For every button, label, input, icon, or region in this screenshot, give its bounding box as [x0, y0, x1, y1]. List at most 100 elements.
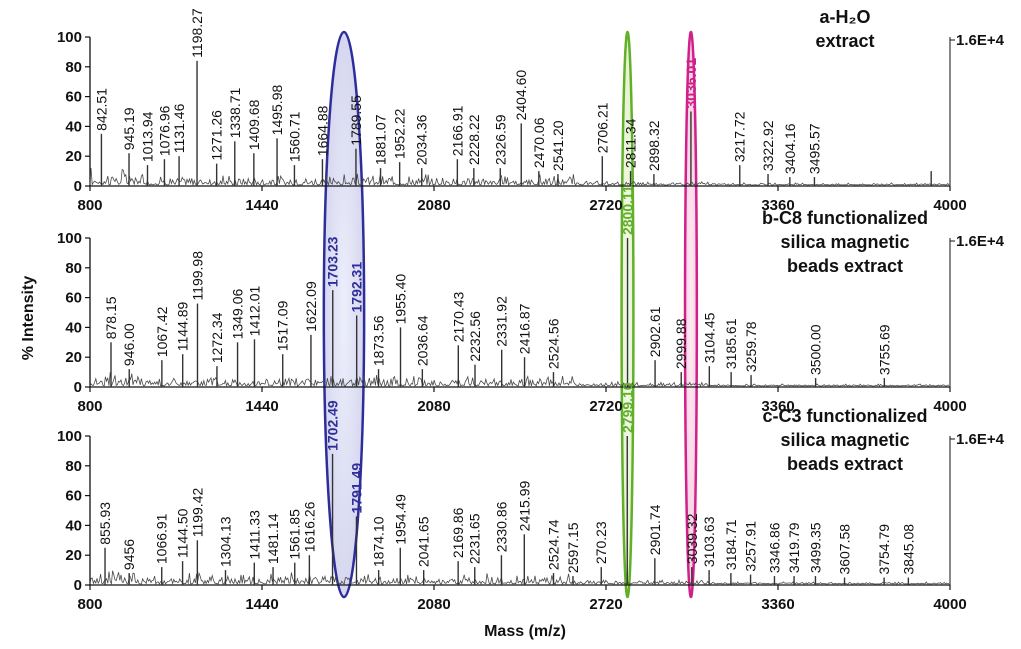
peak-label: 270.23	[593, 521, 609, 564]
peak-label: 1066.91	[154, 513, 170, 564]
peak-label: 2331.92	[494, 296, 510, 347]
peak-label: 2999.88	[673, 318, 689, 369]
max-intensity-label: 1.6E+4	[956, 431, 1005, 448]
y-tick-label: 40	[65, 118, 82, 135]
panel-title-line: beads extract	[787, 256, 903, 276]
peak-label: 1271.26	[209, 110, 225, 161]
peak-label: 1409.68	[246, 99, 262, 150]
peak-label: 1067.42	[154, 306, 170, 357]
y-tick-label: 100	[57, 230, 82, 247]
x-tick-label: 1440	[245, 197, 278, 214]
peak-label: 3184.71	[723, 519, 739, 570]
y-tick-label: 100	[57, 29, 82, 46]
y-tick-label: 20	[65, 547, 82, 564]
peak-label: 3499.35	[807, 522, 823, 573]
peak-label: 2901.74	[647, 504, 663, 555]
peak-label: 1013.94	[139, 111, 155, 162]
x-tick-label: 3360	[761, 596, 794, 613]
peak-label: 855.93	[97, 502, 113, 545]
peak-label: 1481.14	[265, 513, 281, 564]
highlight-ellipse-pink	[683, 30, 699, 599]
peak-label: 2415.99	[516, 481, 532, 532]
y-tick-label: 0	[74, 577, 82, 594]
peak-label: 2330.86	[493, 501, 509, 552]
peak-label: 3500.00	[808, 324, 824, 375]
y-tick-label: 20	[65, 148, 82, 165]
peak-label: 3322.92	[760, 120, 776, 171]
peak-label: 2169.86	[450, 507, 466, 558]
peak-label: 1561.85	[287, 509, 303, 560]
x-tick-label: 4000	[933, 596, 966, 613]
y-tick-label: 40	[65, 319, 82, 336]
x-tick-label: 2080	[417, 398, 450, 415]
x-tick-label: 2720	[589, 197, 622, 214]
peak-label: 3103.63	[701, 516, 717, 567]
peak-label: 3495.57	[806, 123, 822, 174]
x-tick-label: 4000	[933, 398, 966, 415]
peak-label: 1955.40	[393, 274, 409, 325]
max-intensity-label: 1.6E+4	[956, 32, 1005, 49]
peak-label: 1702.49	[325, 400, 341, 451]
peak-label: 1076.96	[156, 105, 172, 156]
x-axis-label: Mass (m/z)	[484, 623, 566, 640]
panel-title-line: extract	[815, 31, 874, 51]
peak-label: 1272.34	[209, 312, 225, 363]
peak-label: 1664.88	[314, 105, 330, 156]
x-tick-label: 2720	[589, 398, 622, 415]
x-tick-label: 1440	[245, 398, 278, 415]
peak-label: 2898.32	[646, 120, 662, 171]
peak-label: 2800.11	[620, 185, 636, 235]
x-tick-label: 3360	[761, 398, 794, 415]
peak-label: 2799.10	[619, 382, 635, 433]
peak-label: 2231.65	[467, 513, 483, 564]
peak-label: 3257.91	[743, 521, 759, 572]
peak-label: 2404.60	[513, 70, 529, 121]
peak-label: 3259.78	[743, 321, 759, 372]
panel-title-line: c-C3 functionalized	[762, 406, 927, 426]
spectrum-panel-1: 0 20 40 60 80 100 800 1440 2080 2720 3360 4000 1.6E+…	[57, 7, 1005, 214]
y-tick-label: 0	[74, 379, 82, 396]
x-tick-label: 3360	[761, 197, 794, 214]
x-tick-label: 2720	[589, 596, 622, 613]
peak-label: 2902.61	[647, 306, 663, 357]
peak-label: 1349.06	[230, 288, 246, 339]
peak-label: 878.15	[103, 296, 119, 339]
peak-label: 9456	[121, 539, 137, 570]
peak-label: 2232.56	[467, 311, 483, 362]
peak-label: 1703.23	[325, 236, 341, 287]
peak-label: 3039.32	[684, 513, 700, 564]
peak-label: 3217.72	[732, 111, 748, 162]
peak-label: 2541.20	[550, 120, 566, 171]
x-tick-label: 800	[77, 197, 102, 214]
peak-label: 2166.91	[449, 105, 465, 156]
peak-label: 1144.50	[175, 508, 191, 558]
peak-label: 1517.09	[275, 300, 291, 351]
peak-label: 2811.34	[623, 118, 639, 168]
peak-label: 1144.89	[175, 301, 191, 351]
panel-title-line: b-C8 functionalized	[762, 208, 928, 228]
x-tick-label: 4000	[933, 197, 966, 214]
spectrum-trace	[89, 167, 950, 187]
peak-label: 1791.49	[348, 463, 364, 514]
peak-label: 946.00	[121, 323, 137, 366]
peak-label: 2041.65	[416, 516, 432, 567]
y-tick-label: 80	[65, 59, 82, 76]
peak-label: 1881.07	[373, 114, 389, 165]
spectrum-panel-3: 0 20 40 60 80 100 800 1440 2080 2720 3360 4000 1.6E+…	[57, 382, 1005, 613]
peak-label: 3404.16	[782, 123, 798, 174]
peak-label: 3754.79	[876, 524, 892, 575]
x-tick-label: 2080	[417, 596, 450, 613]
y-tick-label: 80	[65, 260, 82, 277]
y-tick-label: 100	[57, 428, 82, 445]
peak-label: 1199.42	[189, 488, 205, 538]
peak-label: 2326.59	[492, 114, 508, 165]
peak-label: 1131.46	[171, 103, 187, 153]
peak-label: 2597.15	[565, 522, 581, 573]
peak-label: 3845.08	[900, 524, 916, 575]
y-tick-label: 80	[65, 458, 82, 475]
peak-label: 2034.36	[414, 114, 430, 165]
x-tick-label: 800	[77, 398, 102, 415]
peak-label: 1616.26	[301, 501, 317, 552]
